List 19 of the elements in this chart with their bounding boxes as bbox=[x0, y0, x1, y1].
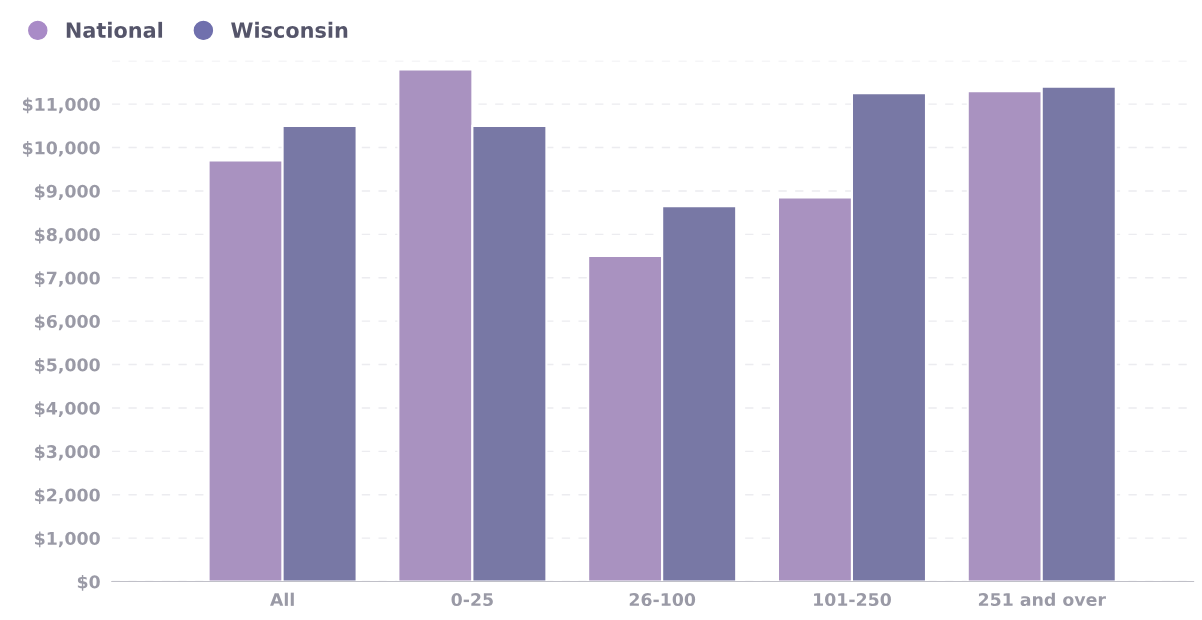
y-tick-label: $3,000 bbox=[35, 444, 100, 461]
x-tick-label: 0-25 bbox=[451, 592, 493, 607]
x-tick-label: 251 and over bbox=[978, 592, 1106, 607]
y-tick-label: $4,000 bbox=[35, 401, 100, 418]
y-tick-label: $6,000 bbox=[35, 314, 100, 331]
legend-label: National bbox=[66, 21, 163, 38]
y-tick-label: $10,000 bbox=[22, 140, 100, 157]
x-tick-label: 101-250 bbox=[814, 592, 891, 607]
x-tick-label: 26-100 bbox=[629, 592, 696, 607]
y-tick-label: $11,000 bbox=[22, 97, 100, 114]
y-tick-label: $9,000 bbox=[35, 184, 100, 201]
legend-label: Wisconsin bbox=[231, 21, 348, 38]
x-tick-label: All bbox=[270, 592, 294, 606]
y-tick-label: $8,000 bbox=[35, 227, 100, 244]
y-tick-label: $2,000 bbox=[35, 488, 100, 504]
y-tick-label: $0 bbox=[77, 574, 100, 591]
y-tick-label: $1,000 bbox=[35, 531, 100, 548]
y-tick-label: $7,000 bbox=[35, 271, 100, 287]
y-tick-label: $5,000 bbox=[35, 357, 100, 374]
